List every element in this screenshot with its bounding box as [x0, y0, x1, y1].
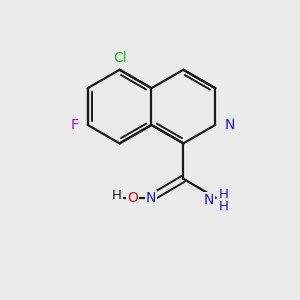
Text: N: N: [225, 118, 235, 132]
Text: N: N: [204, 193, 214, 207]
Text: H: H: [111, 189, 121, 202]
Text: N: N: [146, 191, 156, 205]
Text: H: H: [219, 188, 229, 201]
Text: O: O: [128, 191, 138, 205]
Text: H: H: [219, 200, 229, 213]
Text: Cl: Cl: [113, 51, 126, 65]
Text: F: F: [70, 118, 79, 132]
